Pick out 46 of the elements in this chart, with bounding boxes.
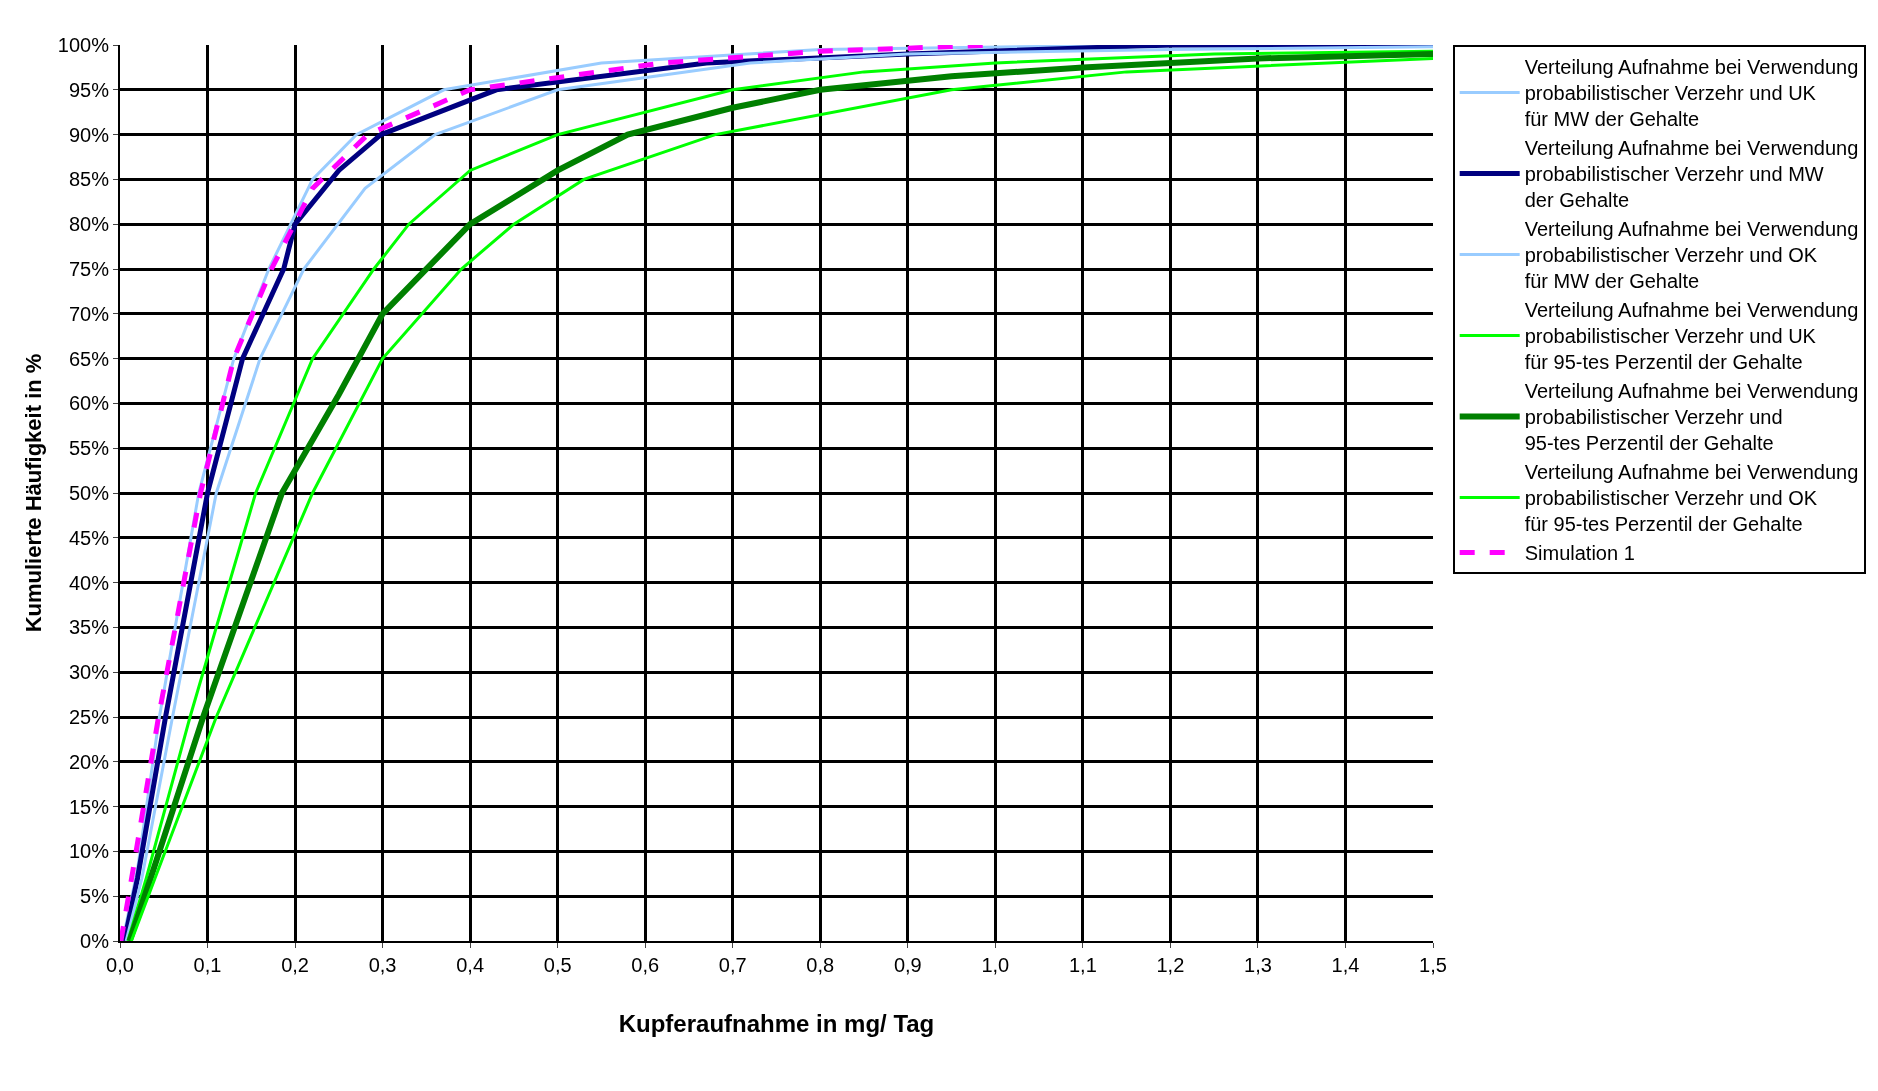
y-tick-label: 70%: [68, 302, 110, 325]
x-tick-label: 0,6: [631, 954, 660, 976]
y-tick-label: 40%: [68, 571, 110, 594]
legend-label: Verteilung Aufnahme bei Verwendung probabilistischer Verzehr und UK für MW der Gehalte: [1524, 56, 1859, 131]
legend-label: Verteilung Aufnahme bei Verwendung probabilistischer Verzehr und OK für MW der Gehalte: [1524, 218, 1859, 293]
y-tick-label: 0%: [80, 930, 110, 952]
y-tick-label: 25%: [68, 706, 110, 728]
legend-label: Verteilung Aufnahme bei Verwendung probabilistischer Verzehr und 95-tes Perzentil der Gehalte: [1524, 380, 1859, 455]
legend-label: Verteilung Aufnahme bei Verwendung probabilistischer Verzehr und MW der Gehalte: [1524, 137, 1859, 212]
x-tick-label: 0,8: [806, 954, 835, 976]
y-axis-title: Kumulierte Häufigkeit in %: [21, 353, 47, 633]
legend-label: Verteilung Aufnahme bei Verwendung probabilistischer Verzehr und UK für 95-tes Perzentil der Gehalte: [1524, 299, 1859, 374]
y-tick-label: 5%: [80, 885, 110, 908]
y-tick-label: 75%: [68, 258, 110, 280]
y-tick-label: 60%: [68, 392, 110, 415]
x-tick-label: 1,5: [1419, 954, 1447, 976]
legend-label: Simulation 1: [1524, 542, 1635, 565]
y-tick-label: 15%: [68, 795, 110, 818]
x-tick-label: 0,2: [281, 954, 309, 976]
x-tick-label: 1,4: [1331, 954, 1360, 976]
x-tick-label: 1,1: [1068, 954, 1097, 976]
y-tick-label: 85%: [68, 168, 110, 191]
x-axis-title: Kupferaufnahme in mg/ Tag: [618, 1009, 935, 1037]
x-tick-label: 0,1: [193, 954, 222, 976]
y-tick-label: 80%: [68, 213, 110, 236]
x-tick-label: 0,7: [718, 954, 747, 976]
y-tick-label: 95%: [68, 78, 110, 101]
x-tick-label: 0,3: [368, 954, 397, 976]
x-tick-label: 1,0: [981, 954, 1010, 976]
y-tick-label: 100%: [57, 34, 110, 56]
x-tick-label: 0,4: [456, 954, 485, 976]
y-tick-label: 45%: [68, 526, 110, 549]
y-tick-label: 65%: [68, 347, 110, 370]
x-tick-label: 0,9: [893, 954, 922, 976]
x-tick-label: 0,5: [543, 954, 572, 976]
y-tick-label: 30%: [68, 661, 110, 684]
x-tick-label: 0,0: [106, 954, 134, 976]
y-tick-label: 90%: [68, 123, 110, 146]
x-tick-label: 1,2: [1156, 954, 1185, 976]
legend-label: Verteilung Aufnahme bei Verwendung probabilistischer Verzehr und OK für 95-tes Perzentil der Gehalte: [1524, 461, 1859, 536]
y-tick-label: 35%: [68, 616, 110, 639]
y-tick-label: 55%: [68, 437, 110, 460]
y-tick-label: 10%: [68, 840, 110, 863]
y-tick-label: 20%: [68, 750, 110, 773]
x-tick-label: 1,3: [1244, 954, 1272, 976]
y-tick-label: 50%: [68, 482, 110, 504]
